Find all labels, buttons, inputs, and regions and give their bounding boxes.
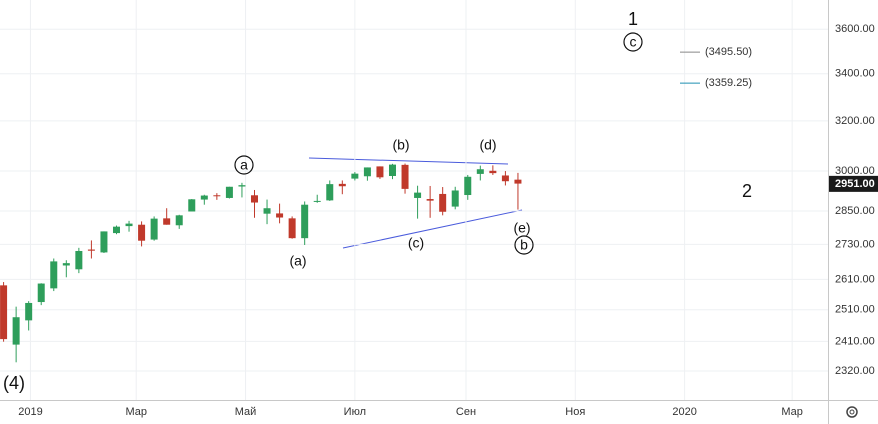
candle-body xyxy=(200,195,208,200)
x-tick-label: Сен xyxy=(456,406,476,418)
x-tick-label: 2020 xyxy=(672,406,696,418)
wave-label: (e) xyxy=(513,220,530,236)
y-tick-label: 3000.00 xyxy=(835,165,875,177)
y-tick-label: 2610.00 xyxy=(835,273,875,285)
candle-body xyxy=(263,208,271,214)
candle-body xyxy=(338,183,346,187)
candle-body xyxy=(25,302,33,321)
wave-label: a xyxy=(240,157,248,173)
candle-body xyxy=(351,173,359,179)
wave-label: (4) xyxy=(3,373,25,393)
candle-body xyxy=(276,213,284,218)
trendline-upper xyxy=(308,157,509,165)
candle-body xyxy=(363,167,371,177)
x-tick-label: 2019 xyxy=(18,406,42,418)
candle-body xyxy=(501,175,509,182)
candle-body xyxy=(87,249,95,251)
wave-label: (b) xyxy=(392,137,409,153)
wave-circle xyxy=(234,155,254,175)
candle-body xyxy=(326,184,334,201)
candle-body xyxy=(112,226,120,234)
candle-body xyxy=(238,185,246,187)
candle-body xyxy=(439,193,447,212)
wave-circle xyxy=(514,235,534,255)
candle-body xyxy=(37,283,45,303)
candle-body xyxy=(50,261,58,289)
wave-label: (d) xyxy=(479,137,496,153)
candle-body xyxy=(150,218,158,240)
wave-label: 1 xyxy=(628,9,638,29)
wave-label: b xyxy=(520,237,528,253)
settings-icon[interactable] xyxy=(846,406,858,418)
candle-body xyxy=(288,218,296,239)
trendline-lower xyxy=(342,209,523,249)
candle-body xyxy=(100,231,108,253)
y-tick-label: 2510.00 xyxy=(835,304,875,316)
candle-body xyxy=(489,170,497,174)
x-tick-label: Июл xyxy=(344,406,366,418)
wave-label: c xyxy=(630,34,637,50)
price-level-label: (3359.25) xyxy=(705,77,752,89)
candle-body xyxy=(62,263,70,266)
candle-body xyxy=(514,179,522,184)
wave-circle xyxy=(623,32,643,52)
y-tick-label: 2320.00 xyxy=(835,365,875,377)
wave-label: 2 xyxy=(742,181,752,201)
y-tick-label: 2730.00 xyxy=(835,238,875,250)
last-price-label: 2951.00 xyxy=(835,178,875,190)
candle-body xyxy=(313,200,321,202)
y-tick-label: 3600.00 xyxy=(835,23,875,35)
candle-body xyxy=(163,218,171,225)
candle-body xyxy=(0,285,8,340)
price-level-label: (3495.50) xyxy=(705,46,752,58)
candle-body xyxy=(175,215,183,226)
x-tick-label: Май xyxy=(235,406,257,418)
candle-body xyxy=(476,169,484,174)
x-tick-label: Ноя xyxy=(565,406,585,418)
candle-body xyxy=(414,192,422,198)
y-tick-label: 3400.00 xyxy=(835,68,875,80)
candle-body xyxy=(75,250,83,270)
candle-body xyxy=(401,164,409,189)
candle-body xyxy=(376,166,384,178)
candle-body xyxy=(188,199,196,212)
candle-body xyxy=(225,186,233,198)
candle-body xyxy=(451,190,459,207)
x-tick-label: Мар xyxy=(125,406,147,418)
wave-label: (a) xyxy=(289,253,306,269)
candle-body xyxy=(426,199,434,201)
candle-body xyxy=(250,195,258,203)
y-tick-label: 2850.00 xyxy=(835,205,875,217)
last-price-tag xyxy=(829,175,878,192)
candle-body xyxy=(464,176,472,196)
candle-body xyxy=(301,204,309,239)
candle-body xyxy=(125,223,133,227)
x-tick-label: Мар xyxy=(781,406,803,418)
wave-label: (c) xyxy=(408,235,424,251)
candle-body xyxy=(388,164,396,176)
candle-body xyxy=(213,195,221,197)
candle-body xyxy=(12,317,20,345)
y-tick-label: 3200.00 xyxy=(835,115,875,127)
y-tick-label: 2410.00 xyxy=(835,335,875,347)
candle-body xyxy=(138,224,146,241)
